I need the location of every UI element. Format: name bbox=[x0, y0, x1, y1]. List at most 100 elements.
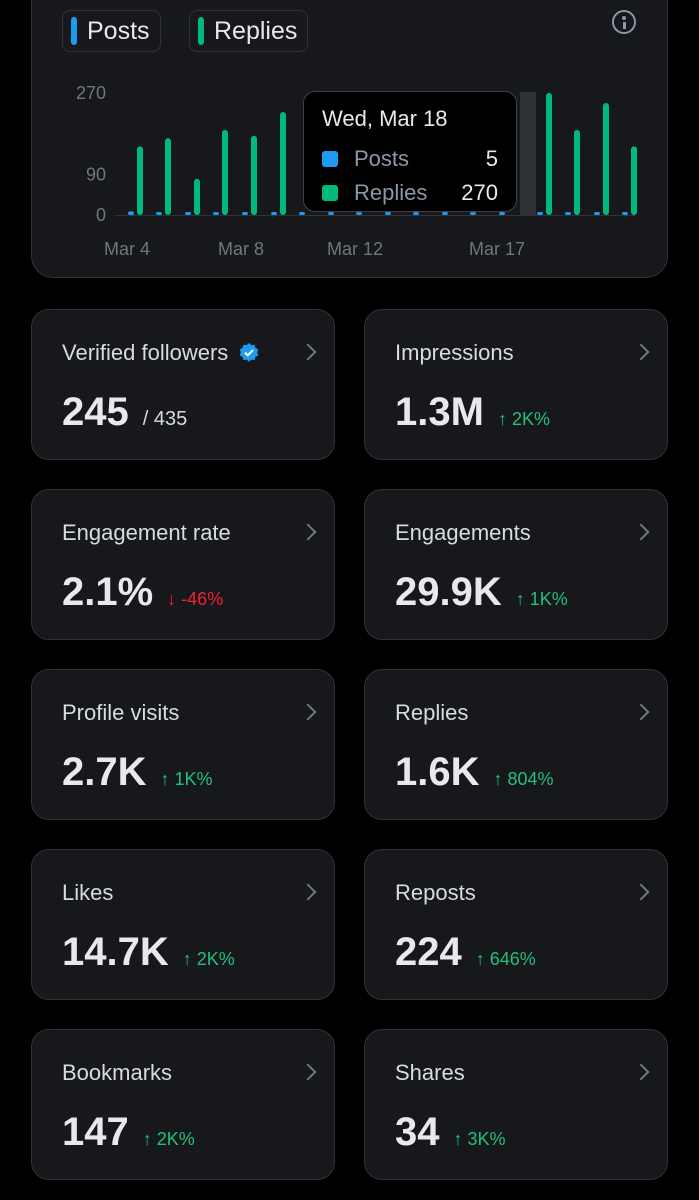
posts-bar[interactable] bbox=[213, 212, 219, 215]
stat-value-row: 14.7K ↑ 2K% bbox=[62, 930, 235, 975]
posts-bar[interactable] bbox=[413, 212, 419, 215]
stat-label-wrap: Profile visits bbox=[62, 700, 179, 726]
verified-badge-icon bbox=[240, 343, 259, 362]
stat-label-wrap: Shares bbox=[395, 1060, 465, 1086]
chevron-right-icon bbox=[299, 703, 317, 721]
replies-bar[interactable] bbox=[137, 146, 143, 215]
posts-bar[interactable] bbox=[299, 212, 305, 215]
stat-label-wrap: Engagements bbox=[395, 520, 531, 546]
stat-card-impressions[interactable]: Impressions 1.3M ↑ 2K% bbox=[364, 309, 668, 460]
posts-bar[interactable] bbox=[622, 212, 628, 215]
posts-bar[interactable] bbox=[271, 212, 277, 215]
replies-bar[interactable] bbox=[222, 130, 228, 215]
posts-swatch-icon bbox=[71, 17, 77, 45]
stat-delta: ↑ 1K% bbox=[160, 769, 213, 789]
replies-bar[interactable] bbox=[251, 135, 257, 215]
stat-label-wrap: Replies bbox=[395, 700, 468, 726]
stat-value: 34 bbox=[395, 1110, 440, 1154]
stat-value-row: 34 ↑ 3K% bbox=[395, 1110, 506, 1155]
chevron-right-icon bbox=[299, 1063, 317, 1081]
replies-bar[interactable] bbox=[574, 130, 580, 215]
replies-bar[interactable] bbox=[546, 93, 552, 215]
chart-tooltip: Wed, Mar 18 Posts 5 Replies 270 bbox=[303, 91, 517, 212]
stat-value-row: 1.3M ↑ 2K% bbox=[395, 390, 550, 435]
stat-label: Likes bbox=[62, 880, 114, 905]
y-tick-label: 90 bbox=[86, 164, 106, 184]
tooltip-posts-value: 5 bbox=[485, 146, 498, 171]
tooltip-posts-label: Posts bbox=[354, 146, 410, 171]
stat-value-row: 2.1% ↓ -46% bbox=[62, 570, 223, 615]
replies-bar[interactable] bbox=[165, 138, 171, 215]
replies-square-icon bbox=[322, 185, 338, 201]
stat-delta: ↑ 2K% bbox=[142, 1129, 195, 1149]
chevron-right-icon bbox=[632, 1063, 650, 1081]
posts-bar[interactable] bbox=[156, 212, 162, 215]
stat-value: 2.1% bbox=[62, 570, 154, 614]
stat-card-shares[interactable]: Shares 34 ↑ 3K% bbox=[364, 1029, 668, 1180]
stat-label: Profile visits bbox=[62, 700, 180, 725]
stat-label: Impressions bbox=[395, 340, 514, 365]
posts-square-icon bbox=[322, 151, 338, 167]
stat-card-likes[interactable]: Likes 14.7K ↑ 2K% bbox=[31, 849, 335, 1000]
posts-bar[interactable] bbox=[594, 212, 600, 215]
stat-value: 1.3M bbox=[395, 390, 484, 434]
stat-value-row: 224 ↑ 646% bbox=[395, 930, 536, 975]
stat-card-engagements[interactable]: Engagements 29.9K ↑ 1K% bbox=[364, 489, 668, 640]
posts-bar[interactable] bbox=[128, 211, 134, 215]
posts-bar[interactable] bbox=[442, 212, 448, 215]
info-icon[interactable] bbox=[612, 10, 636, 34]
posts-bar[interactable] bbox=[385, 212, 391, 215]
y-tick-label: 270 bbox=[76, 83, 106, 103]
stat-value-row: 29.9K ↑ 1K% bbox=[395, 570, 568, 615]
stat-label: Engagement rate bbox=[62, 520, 231, 545]
legend-posts-toggle[interactable]: Posts bbox=[62, 10, 161, 52]
stat-sub: / 435 bbox=[142, 408, 188, 430]
x-tick-label: Mar 12 bbox=[327, 239, 383, 259]
replies-bar[interactable] bbox=[631, 146, 637, 215]
chevron-right-icon bbox=[632, 343, 650, 361]
posts-bar[interactable] bbox=[242, 212, 248, 215]
posts-bar[interactable] bbox=[499, 212, 505, 215]
chevron-right-icon bbox=[632, 703, 650, 721]
stat-card-replies[interactable]: Replies 1.6K ↑ 804% bbox=[364, 669, 668, 820]
stat-card-reposts[interactable]: Reposts 224 ↑ 646% bbox=[364, 849, 668, 1000]
tooltip-row-replies: Replies 270 bbox=[322, 176, 498, 210]
posts-bar[interactable] bbox=[356, 212, 362, 215]
tooltip-date: Wed, Mar 18 bbox=[322, 106, 448, 131]
activity-bar-chart[interactable]: 0 90 270 Mar 4 Mar 8 Mar 12 Mar 17 bbox=[0, 0, 699, 280]
x-tick-label: Mar 4 bbox=[104, 239, 150, 259]
stat-value: 147 bbox=[62, 1110, 129, 1154]
stat-value-row: 147 ↑ 2K% bbox=[62, 1110, 195, 1155]
stat-delta: ↑ 804% bbox=[493, 769, 554, 789]
stat-card-profile-visits[interactable]: Profile visits 2.7K ↑ 1K% bbox=[31, 669, 335, 820]
stat-label: Bookmarks bbox=[62, 1060, 173, 1085]
stat-label-wrap: Impressions bbox=[395, 340, 514, 366]
posts-bar[interactable] bbox=[328, 212, 334, 215]
stat-card-engagement-rate[interactable]: Engagement rate 2.1% ↓ -46% bbox=[31, 489, 335, 640]
stat-delta: ↑ 3K% bbox=[453, 1129, 506, 1149]
posts-bar[interactable] bbox=[537, 212, 543, 215]
chevron-right-icon bbox=[632, 883, 650, 901]
stat-label: Engagements bbox=[395, 520, 531, 545]
posts-bar[interactable] bbox=[470, 212, 476, 215]
posts-bar[interactable] bbox=[185, 212, 191, 215]
chevron-right-icon bbox=[299, 523, 317, 541]
stat-delta: ↑ 646% bbox=[475, 949, 536, 969]
stat-value-row: 2.7K ↑ 1K% bbox=[62, 750, 213, 795]
stat-label-wrap: Engagement rate bbox=[62, 520, 231, 546]
chevron-right-icon bbox=[299, 883, 317, 901]
y-tick-label: 0 bbox=[96, 205, 106, 225]
stat-value: 14.7K bbox=[62, 930, 169, 974]
posts-bar[interactable] bbox=[565, 212, 571, 215]
replies-bar[interactable] bbox=[280, 111, 286, 215]
replies-bar[interactable] bbox=[194, 178, 200, 215]
stat-card-verified-followers[interactable]: Verified followers 245 / 435 bbox=[31, 309, 335, 460]
legend-replies-toggle[interactable]: Replies bbox=[189, 10, 309, 52]
replies-bar[interactable] bbox=[603, 102, 609, 215]
tooltip-replies-value: 270 bbox=[461, 180, 498, 205]
stat-label: Shares bbox=[395, 1060, 465, 1085]
stat-card-bookmarks[interactable]: Bookmarks 147 ↑ 2K% bbox=[31, 1029, 335, 1180]
highlight-column bbox=[520, 92, 536, 216]
x-tick-label: Mar 17 bbox=[469, 239, 525, 259]
stat-label-wrap: Bookmarks bbox=[62, 1060, 172, 1086]
